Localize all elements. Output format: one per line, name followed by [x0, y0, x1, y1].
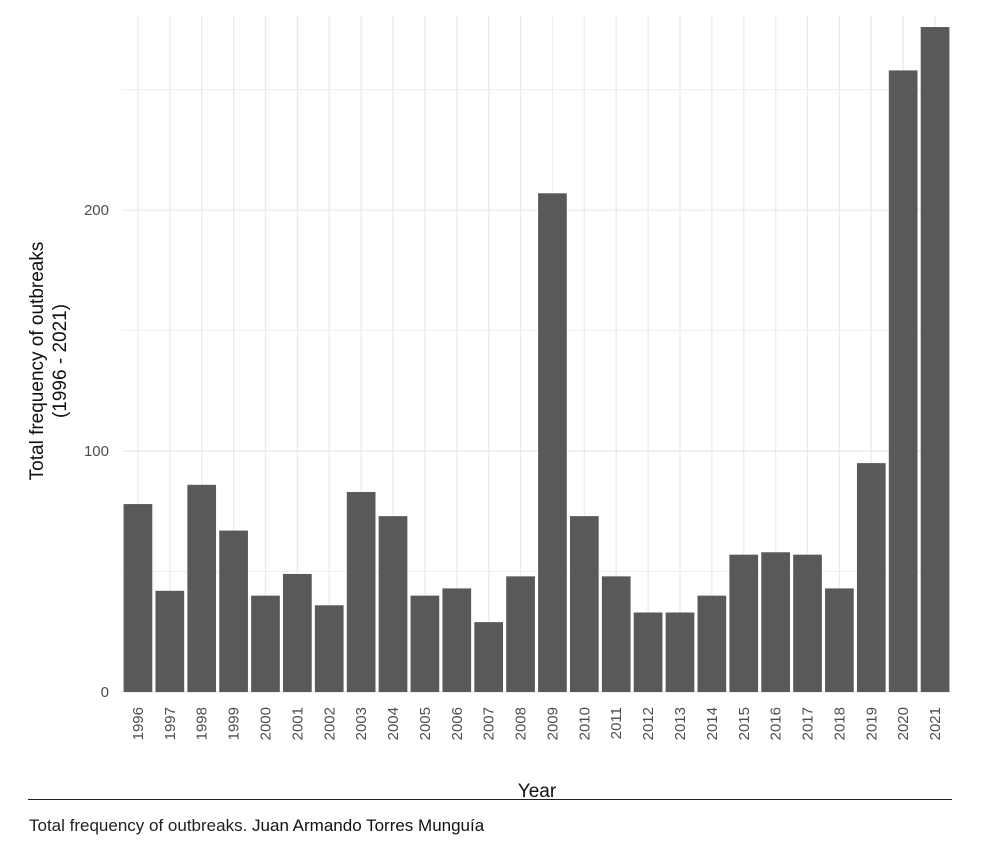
y-axis-title-line-2: (1996 - 2021) — [50, 304, 71, 418]
bar-2001 — [283, 573, 312, 692]
x-tick-label: 2020 — [895, 707, 912, 740]
x-tick-label: 1999 — [226, 707, 243, 740]
bar-2000 — [251, 595, 280, 692]
x-tick-label: 1998 — [194, 707, 211, 740]
minor-gridlines — [122, 89, 951, 572]
bar-2016 — [761, 552, 790, 692]
bar-2019 — [856, 463, 886, 692]
x-tick-label: 2017 — [800, 707, 817, 740]
x-tick-labels: 1996 1997 1998 1999 2000 2001 2002 2003 2004 2005… — [130, 707, 944, 740]
x-tick-label: 2019 — [863, 707, 880, 740]
x-tick-label: 2006 — [449, 707, 466, 740]
x-tick-label: 2016 — [768, 707, 785, 740]
bar-2002 — [314, 605, 344, 692]
caption-divider — [28, 799, 952, 800]
figure-caption: Total frequency of outbreaks. Juan Arman… — [29, 816, 484, 836]
y-tick-label: 200 — [84, 202, 109, 219]
x-tick-label: 2002 — [321, 707, 338, 740]
y-axis-title-line-1: Total frequency of outbreaks — [27, 242, 48, 481]
bar-2015 — [729, 554, 759, 692]
x-tick-label: 1997 — [162, 707, 179, 740]
bar-1999 — [219, 530, 248, 692]
caption-text: Total frequency of outbreaks. — [29, 816, 248, 835]
bar-2008 — [506, 576, 535, 692]
x-tick-label: 2008 — [513, 707, 530, 740]
bar-chart: 0 100 200 1996 1997 1998 1999 2000 2001 2002 2003… — [27, 15, 951, 800]
bar-2014 — [697, 595, 727, 692]
bar-2005 — [410, 595, 440, 692]
x-tick-label: 2000 — [257, 707, 274, 740]
x-tick-label: 1996 — [130, 707, 147, 740]
y-tick-label: 100 — [84, 443, 109, 460]
x-tick-label: 2015 — [736, 707, 753, 740]
x-tick-label: 2012 — [640, 707, 657, 740]
x-tick-label: 2009 — [544, 707, 561, 740]
bar-2004 — [378, 516, 408, 692]
x-tick-label: 2003 — [353, 707, 370, 740]
y-tick-label: 0 — [101, 684, 109, 701]
bar-1996 — [123, 504, 153, 692]
x-tick-label: 2011 — [608, 707, 625, 739]
bar-2010 — [569, 516, 599, 692]
x-tick-label: 2004 — [385, 707, 402, 740]
bar-2003 — [346, 492, 376, 692]
x-tick-label: 2018 — [831, 707, 848, 740]
bar-2020 — [888, 70, 918, 692]
bar-1998 — [187, 484, 217, 692]
bar-2006 — [442, 588, 472, 692]
bar-2007 — [474, 622, 504, 692]
x-tick-label: 2013 — [672, 707, 689, 740]
y-tick-labels: 0 100 200 — [84, 202, 109, 701]
bar-2009 — [538, 193, 567, 692]
bar-2021 — [920, 27, 950, 692]
bar-2017 — [793, 554, 822, 692]
caption-credit: Juan Armando Torres Munguía — [252, 816, 485, 835]
bar-2011 — [601, 576, 631, 692]
bars — [123, 27, 950, 692]
x-tick-label: 2010 — [576, 707, 593, 740]
bar-2013 — [665, 612, 695, 692]
x-tick-label: 2021 — [927, 707, 944, 740]
x-tick-label: 2014 — [704, 707, 721, 740]
x-axis-title: Year — [518, 781, 557, 800]
x-tick-label: 2007 — [481, 707, 498, 740]
bar-2012 — [633, 612, 663, 692]
bar-1997 — [155, 590, 185, 692]
x-tick-label: 2005 — [417, 707, 434, 740]
bar-2018 — [825, 588, 854, 692]
x-tick-label: 2001 — [289, 707, 306, 740]
